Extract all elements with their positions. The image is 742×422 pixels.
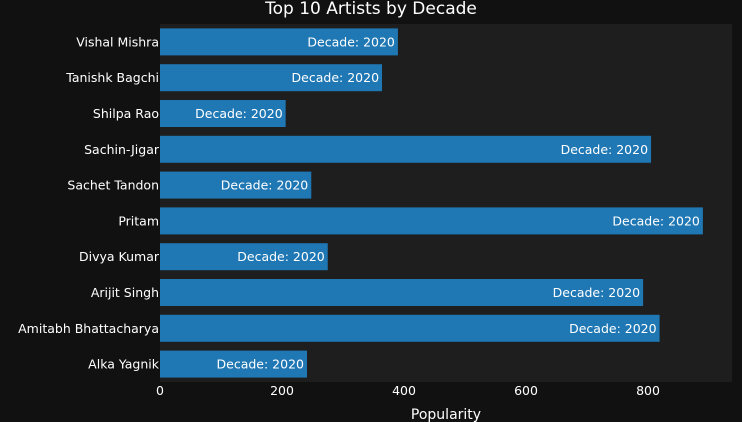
bar-label: Decade: 2020: [292, 70, 380, 85]
bar-label: Decade: 2020: [561, 142, 649, 157]
bar-label: Decade: 2020: [221, 178, 309, 193]
bar-label: Decade: 2020: [553, 285, 641, 300]
category-label: Alka Yagnik: [88, 357, 160, 372]
bar: [160, 28, 398, 56]
bar: [160, 279, 644, 306]
bar-label: Decade: 2020: [217, 357, 305, 372]
category-label: Pritam: [118, 213, 159, 228]
category-label: Tanishk Bagchi: [65, 70, 159, 85]
category-label: Sachet Tandon: [67, 178, 159, 193]
bar: [160, 135, 652, 163]
x-tick-labels: 0 200 400 600 800: [156, 383, 660, 398]
bar: [160, 100, 286, 127]
category-label: Shilpa Rao: [93, 106, 159, 121]
category-label: Amitabh Bhattacharya: [18, 321, 159, 336]
x-tick-label: 0: [156, 383, 164, 398]
x-tick-label: 200: [270, 383, 294, 398]
bar-label: Decade: 2020: [307, 34, 395, 49]
bar-label: Decade: 2020: [195, 106, 283, 121]
bar: [160, 207, 703, 235]
category-label: Divya Kumar: [79, 249, 160, 264]
category-label: Vishal Mishra: [76, 34, 159, 49]
bar-label: Decade: 2020: [569, 321, 657, 336]
bar-label: Decade: 2020: [612, 213, 700, 228]
bar: [160, 314, 660, 342]
x-tick-label: 800: [636, 383, 660, 398]
category-label: Sachin-Jigar: [84, 142, 160, 157]
chart-title: Top 10 Artists by Decade: [264, 0, 477, 19]
category-label: Arijit Singh: [91, 285, 159, 300]
bar: [160, 243, 328, 271]
bar: [160, 171, 312, 199]
bars-group: Decade: 2020 Vishal Mishra Decade: 2020 Tan…: [18, 28, 703, 378]
bar: [160, 64, 383, 92]
bar: [160, 350, 308, 378]
x-tick-label: 400: [392, 383, 416, 398]
x-axis-title: Popularity: [411, 407, 481, 422]
bar-label: Decade: 2020: [237, 249, 325, 264]
x-tick-label: 600: [514, 383, 538, 398]
